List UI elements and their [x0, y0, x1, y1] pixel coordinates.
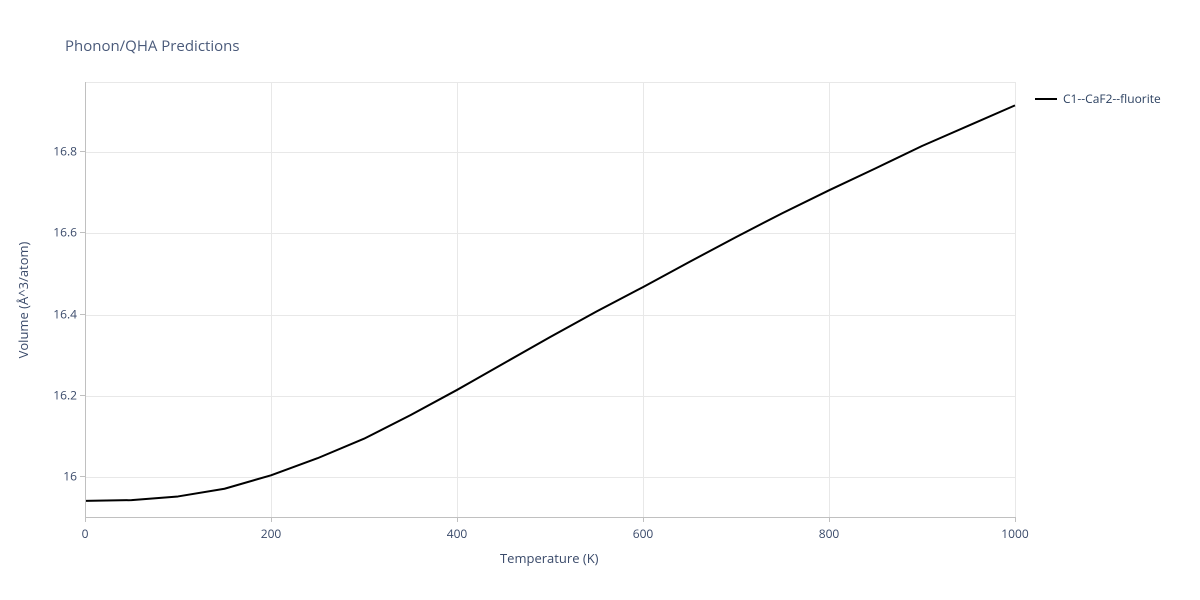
x-axis-line	[85, 517, 1015, 518]
x-tick-label: 200	[261, 525, 282, 542]
x-axis-title: Temperature (K)	[500, 549, 599, 567]
x-tick-label: 600	[633, 525, 654, 542]
legend-swatch	[1035, 98, 1057, 100]
x-tick-label: 800	[819, 525, 840, 542]
legend-label[interactable]: C1--CaF2--fluorite	[1063, 90, 1161, 107]
y-tick-label: 16.8	[45, 143, 77, 160]
x-tick-mark	[1015, 517, 1016, 522]
x-tick-label: 1000	[1001, 525, 1028, 542]
y-tick-label: 16	[45, 468, 77, 485]
x-tick-label: 0	[82, 525, 89, 542]
y-tick-label: 16.2	[45, 387, 77, 404]
chart-title: Phonon/QHA Predictions	[65, 36, 240, 56]
y-axis-title: Volume (Å^3/atom)	[14, 241, 32, 358]
series-line[interactable]: C1--CaF2--fluorite	[85, 105, 1015, 501]
series-layer: C1--CaF2--fluorite	[85, 83, 1015, 518]
y-axis-line	[85, 82, 86, 517]
x-tick-label: 400	[447, 525, 468, 542]
legend: C1--CaF2--fluorite	[1035, 90, 1161, 107]
y-tick-label: 16.6	[45, 224, 77, 241]
grid-vertical	[1015, 83, 1016, 518]
plot-area[interactable]: C1--CaF2--fluorite	[85, 82, 1016, 518]
y-tick-label: 16.4	[45, 305, 77, 322]
